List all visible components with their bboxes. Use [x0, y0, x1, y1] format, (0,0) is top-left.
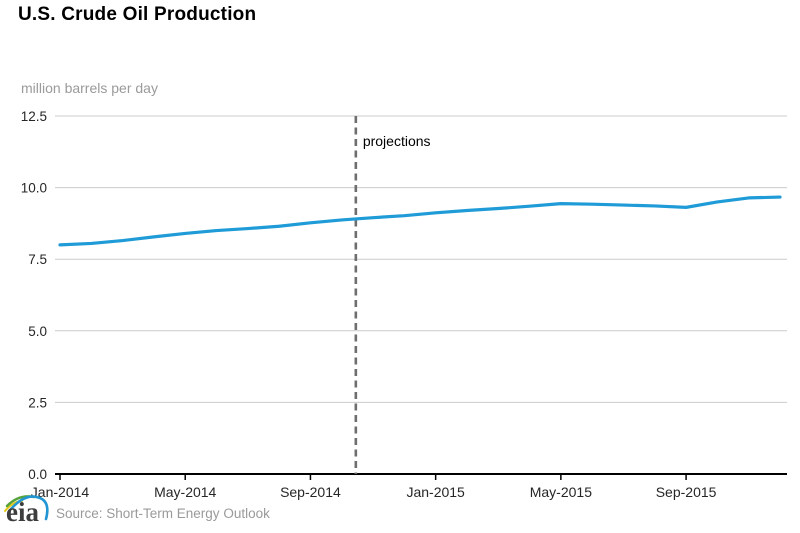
eia-logo-swoosh-icon [4, 495, 49, 521]
eia-logo: eia [3, 489, 53, 531]
x-tick-label: May-2014 [154, 484, 216, 500]
y-tick-label: 7.5 [28, 252, 47, 267]
x-tick-label: Sep-2015 [656, 484, 717, 500]
source-text: Source: Short-Term Energy Outlook [56, 506, 270, 521]
y-tick-label: 10.0 [21, 181, 47, 196]
y-tick-label: 0.0 [28, 467, 47, 482]
projections-label: projections [363, 133, 431, 149]
x-tick-label: Jan-2014 [31, 484, 90, 500]
page-title: U.S. Crude Oil Production [18, 4, 257, 25]
eia-logo-text: eia [6, 497, 39, 527]
y-tick-label: 2.5 [28, 395, 47, 410]
y-tick-label: 5.0 [28, 324, 47, 339]
x-tick-label: Jan-2015 [406, 484, 465, 500]
x-tick-label: May-2015 [530, 484, 592, 500]
x-tick-label: Sep-2014 [280, 484, 341, 500]
production-data-line [58, 195, 782, 247]
y-axis-units-label: million barrels per day [21, 80, 158, 96]
y-tick-label: 12.5 [21, 109, 47, 124]
